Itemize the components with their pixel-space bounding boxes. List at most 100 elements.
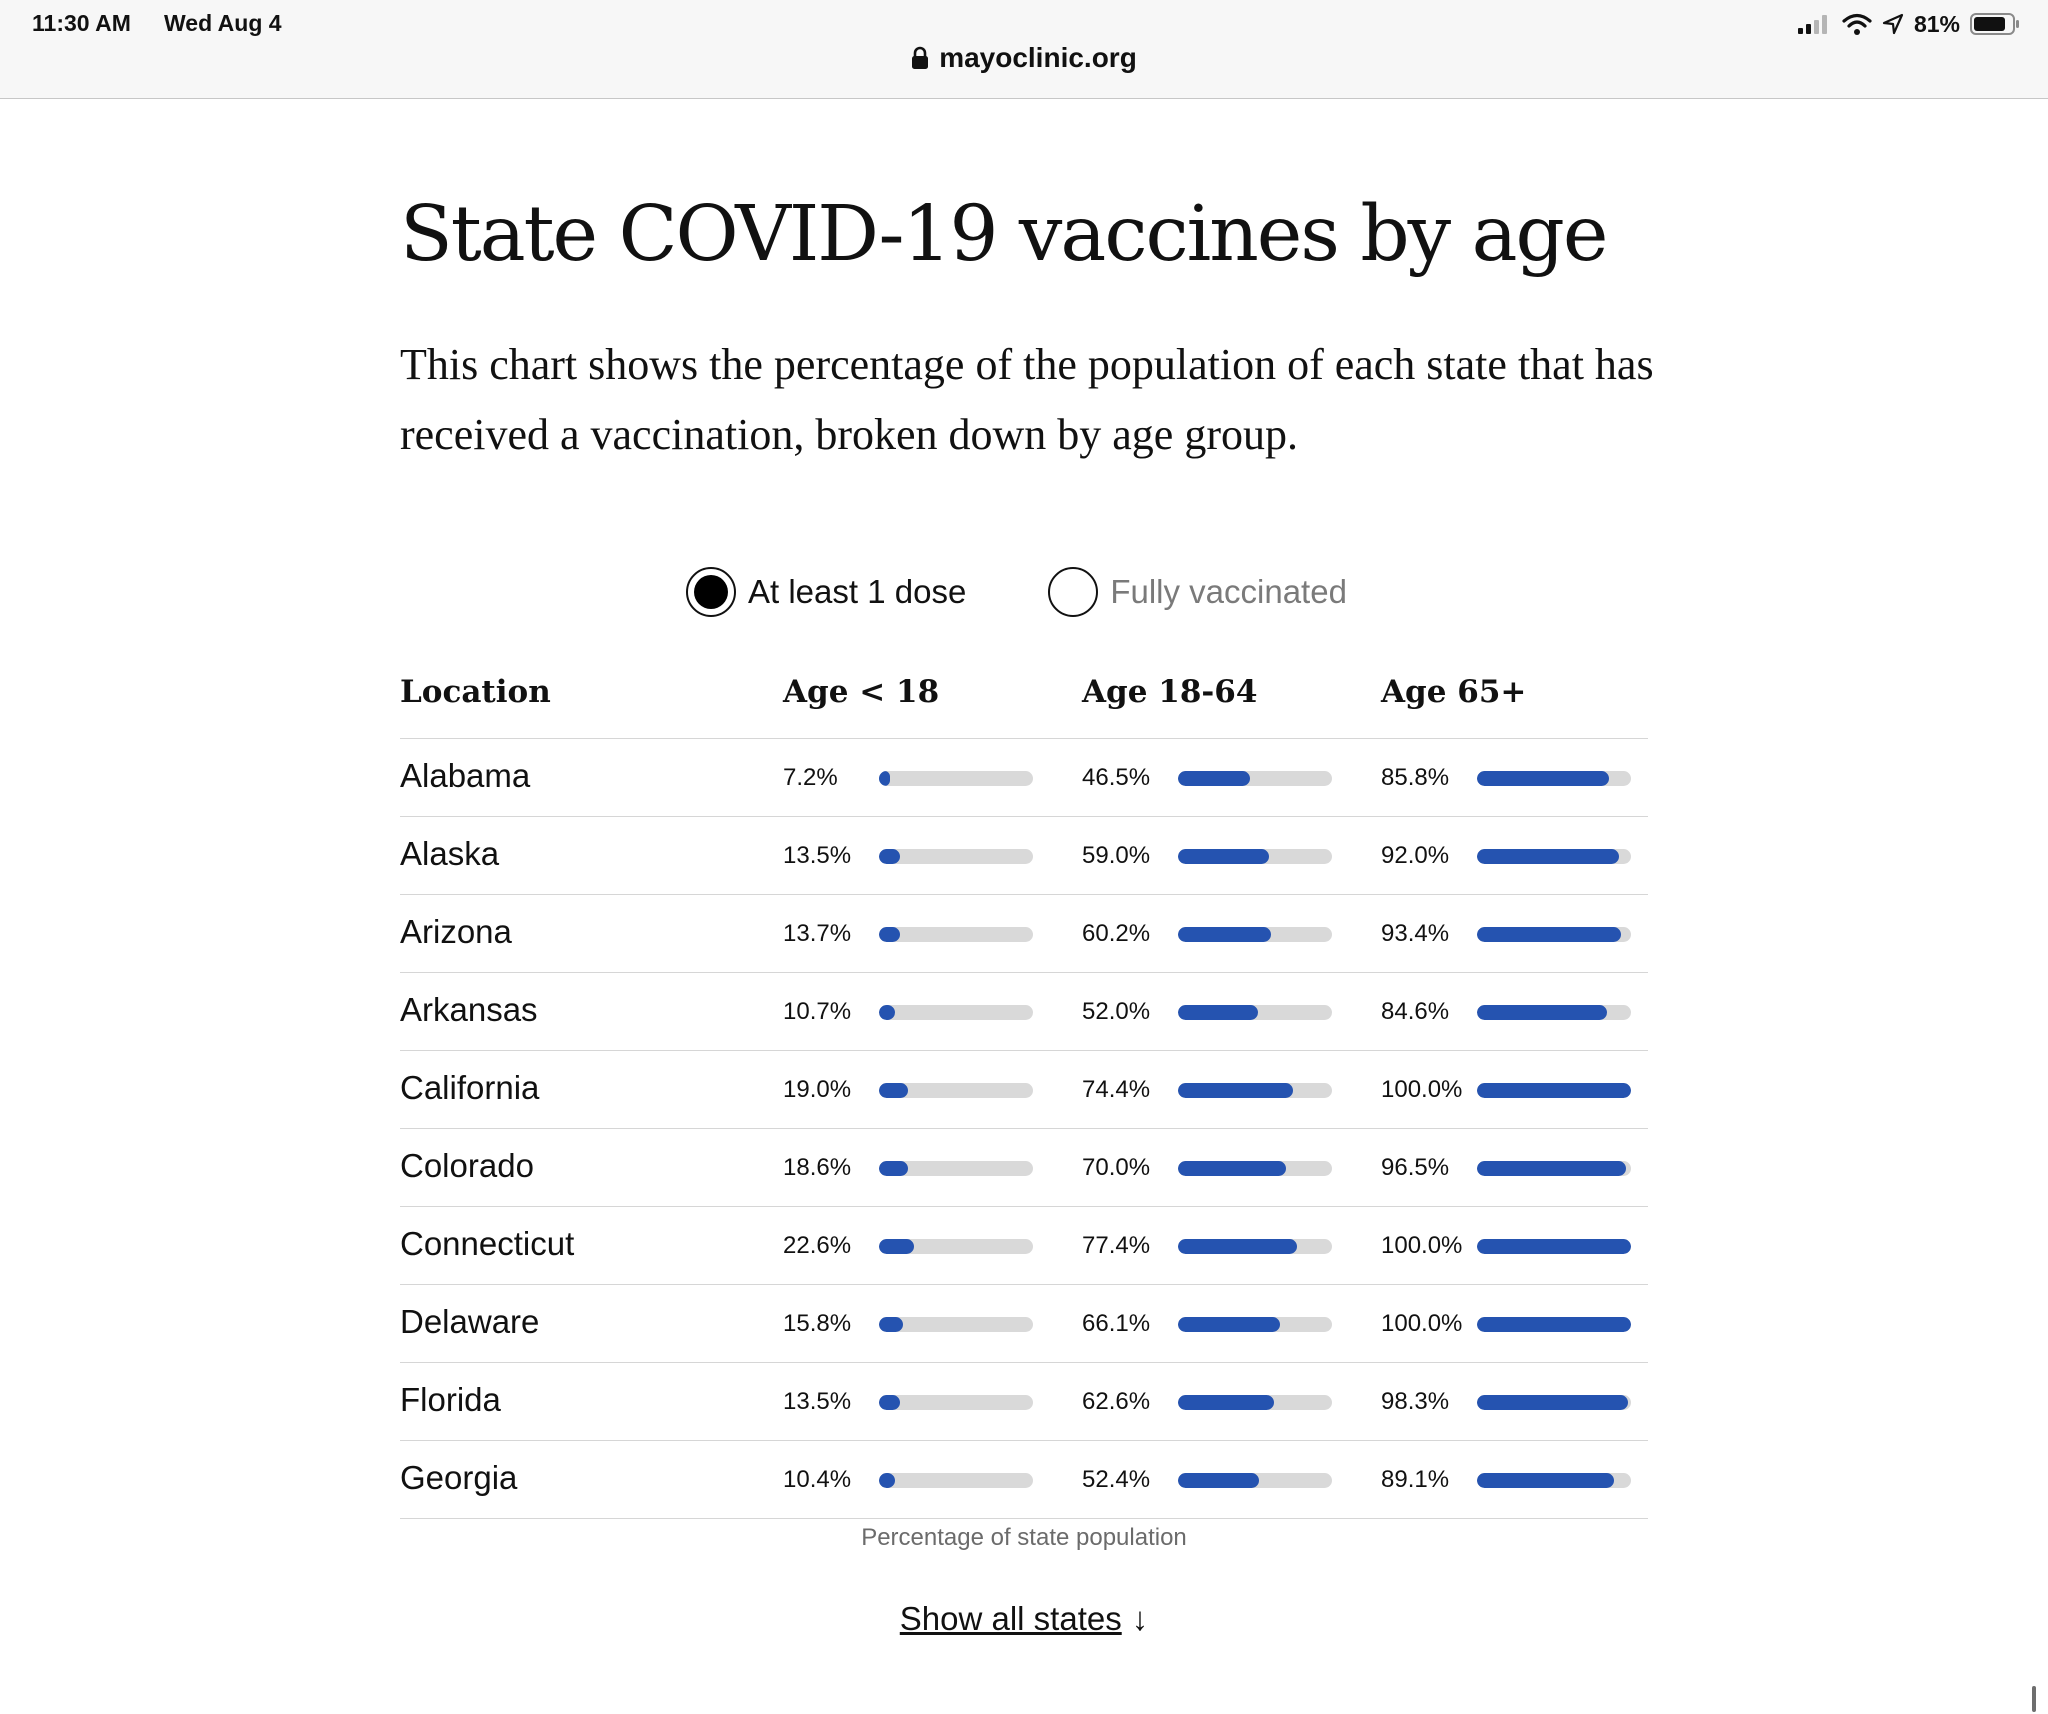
bar-track xyxy=(879,1005,1033,1020)
row-location: Delaware xyxy=(400,1303,540,1340)
cell-percent: 85.8% xyxy=(1381,764,1450,791)
bar-fill xyxy=(1477,1395,1629,1410)
table-row: Arizona 13.7% 60.2% 93.4% xyxy=(400,895,1648,973)
cell-age-18-64: 62.6% xyxy=(1082,1363,1342,1440)
cellular-signal-icon xyxy=(1797,15,1827,34)
cell-age-under-18: 18.6% xyxy=(783,1129,1043,1206)
bar-fill xyxy=(879,1005,896,1020)
row-location: Alaska xyxy=(400,835,500,872)
cell-percent: 60.2% xyxy=(1082,920,1151,947)
bar-track xyxy=(879,771,1033,786)
cell-age-65-plus: 100.0% xyxy=(1381,1285,1641,1362)
bar-track xyxy=(1178,1317,1332,1332)
bar-fill xyxy=(879,1473,896,1488)
bar-track xyxy=(1178,927,1332,942)
bar-fill xyxy=(1477,1317,1631,1332)
show-all-states[interactable]: Show all states ↓ xyxy=(400,1600,1648,1638)
cell-percent: 84.6% xyxy=(1381,998,1450,1025)
table-row: Florida 13.5% 62.6% 98.3% xyxy=(400,1363,1648,1441)
cell-percent: 92.0% xyxy=(1381,842,1450,869)
bar-track xyxy=(1477,1317,1631,1332)
arrow-down-icon: ↓ xyxy=(1131,1600,1149,1637)
cell-percent: 62.6% xyxy=(1082,1388,1151,1415)
bar-track xyxy=(879,1473,1033,1488)
header-age-65-plus: Age 65+ xyxy=(1381,674,1527,710)
row-location: Florida xyxy=(400,1381,501,1418)
cell-age-18-64: 59.0% xyxy=(1082,817,1342,894)
bar-fill xyxy=(1178,771,1250,786)
cell-percent: 100.0% xyxy=(1381,1310,1463,1337)
show-all-states-link[interactable]: Show all states xyxy=(899,1600,1122,1637)
cell-percent: 19.0% xyxy=(783,1076,852,1103)
battery-icon xyxy=(1970,13,2019,35)
cell-age-18-64: 66.1% xyxy=(1082,1285,1342,1362)
cell-age-under-18: 22.6% xyxy=(783,1207,1043,1284)
row-location: Georgia xyxy=(400,1459,518,1496)
bar-fill xyxy=(1178,849,1269,864)
cell-percent: 89.1% xyxy=(1381,1466,1450,1493)
table-row: Arkansas 10.7% 52.0% 84.6% xyxy=(400,973,1648,1051)
bar-fill xyxy=(879,927,901,942)
cell-age-65-plus: 93.4% xyxy=(1381,895,1641,972)
cell-age-65-plus: 96.5% xyxy=(1381,1129,1641,1206)
cell-age-under-18: 10.4% xyxy=(783,1441,1043,1518)
cell-percent: 66.1% xyxy=(1082,1310,1151,1337)
cell-percent: 93.4% xyxy=(1381,920,1450,947)
table-header: Location Age < 18 Age 18-64 Age 65+ xyxy=(400,670,1648,739)
table-row: Delaware 15.8% 66.1% 100.0% xyxy=(400,1285,1648,1363)
radio-unselected-icon[interactable] xyxy=(1048,567,1099,617)
row-location: Colorado xyxy=(400,1147,534,1184)
cell-percent: 100.0% xyxy=(1381,1232,1463,1259)
table-row: California 19.0% 74.4% 100.0% xyxy=(400,1051,1648,1129)
page-title: State COVID-19 vaccines by age xyxy=(400,190,1608,279)
bar-fill xyxy=(1178,1395,1275,1410)
browser-top-bar: 11:30 AM Wed Aug 4 81% mayoclinic.org xyxy=(0,0,2048,99)
cell-age-18-64: 46.5% xyxy=(1082,739,1342,816)
cell-percent: 96.5% xyxy=(1381,1154,1450,1181)
lock-icon xyxy=(912,46,929,69)
row-location: Alabama xyxy=(400,757,531,794)
row-location: Connecticut xyxy=(400,1225,575,1262)
cell-age-65-plus: 100.0% xyxy=(1381,1051,1641,1128)
bar-track xyxy=(1477,849,1631,864)
cell-age-under-18: 13.5% xyxy=(783,1363,1043,1440)
bar-track xyxy=(879,1317,1033,1332)
bar-track xyxy=(1477,771,1631,786)
table-row: Connecticut 22.6% 77.4% 100.0% xyxy=(400,1207,1648,1285)
cell-age-65-plus: 100.0% xyxy=(1381,1207,1641,1284)
toggle-at-least-one-dose[interactable]: At least 1 dose xyxy=(686,567,966,617)
cell-percent: 7.2% xyxy=(783,764,838,791)
toggle-label[interactable]: At least 1 dose xyxy=(748,573,967,610)
location-arrow-icon xyxy=(1882,13,1904,35)
cell-age-18-64: 74.4% xyxy=(1082,1051,1342,1128)
bar-track xyxy=(1178,1239,1332,1254)
table-body: Alabama 7.2% 46.5% 85.8% Alaska 13.5% 59.0% 92.… xyxy=(400,739,1648,1519)
bar-track xyxy=(1178,1005,1332,1020)
bar-track xyxy=(1178,1395,1332,1410)
cell-percent: 13.7% xyxy=(783,920,852,947)
url-text[interactable]: mayoclinic.org xyxy=(939,42,1137,73)
bar-track xyxy=(1477,1005,1631,1020)
bar-track xyxy=(1178,771,1332,786)
cell-age-18-64: 77.4% xyxy=(1082,1207,1342,1284)
status-time: 11:30 AM xyxy=(32,10,131,36)
bar-fill xyxy=(879,1395,900,1410)
cell-percent: 52.0% xyxy=(1082,998,1151,1025)
status-indicators: 81% xyxy=(1797,8,2020,40)
toggle-fully-vaccinated[interactable]: Fully vaccinated xyxy=(1048,567,1347,617)
vaccine-table: Location Age < 18 Age 18-64 Age 65+ Alab… xyxy=(400,670,1648,1519)
bar-track xyxy=(1477,1473,1631,1488)
cell-percent: 74.4% xyxy=(1082,1076,1151,1103)
address-bar[interactable]: mayoclinic.org xyxy=(0,40,2048,76)
bar-track xyxy=(1477,1083,1631,1098)
scrollbar[interactable] xyxy=(2032,1686,2036,1712)
cell-percent: 98.3% xyxy=(1381,1388,1450,1415)
table-row: Colorado 18.6% 70.0% 96.5% xyxy=(400,1129,1648,1207)
toggle-label[interactable]: Fully vaccinated xyxy=(1110,573,1347,610)
cell-percent: 15.8% xyxy=(783,1310,852,1337)
radio-selected-icon[interactable] xyxy=(686,567,736,617)
wifi-icon xyxy=(1842,13,1872,35)
table-row: Alabama 7.2% 46.5% 85.8% xyxy=(400,739,1648,817)
bar-fill xyxy=(879,1161,908,1176)
row-location: Arkansas xyxy=(400,991,538,1028)
